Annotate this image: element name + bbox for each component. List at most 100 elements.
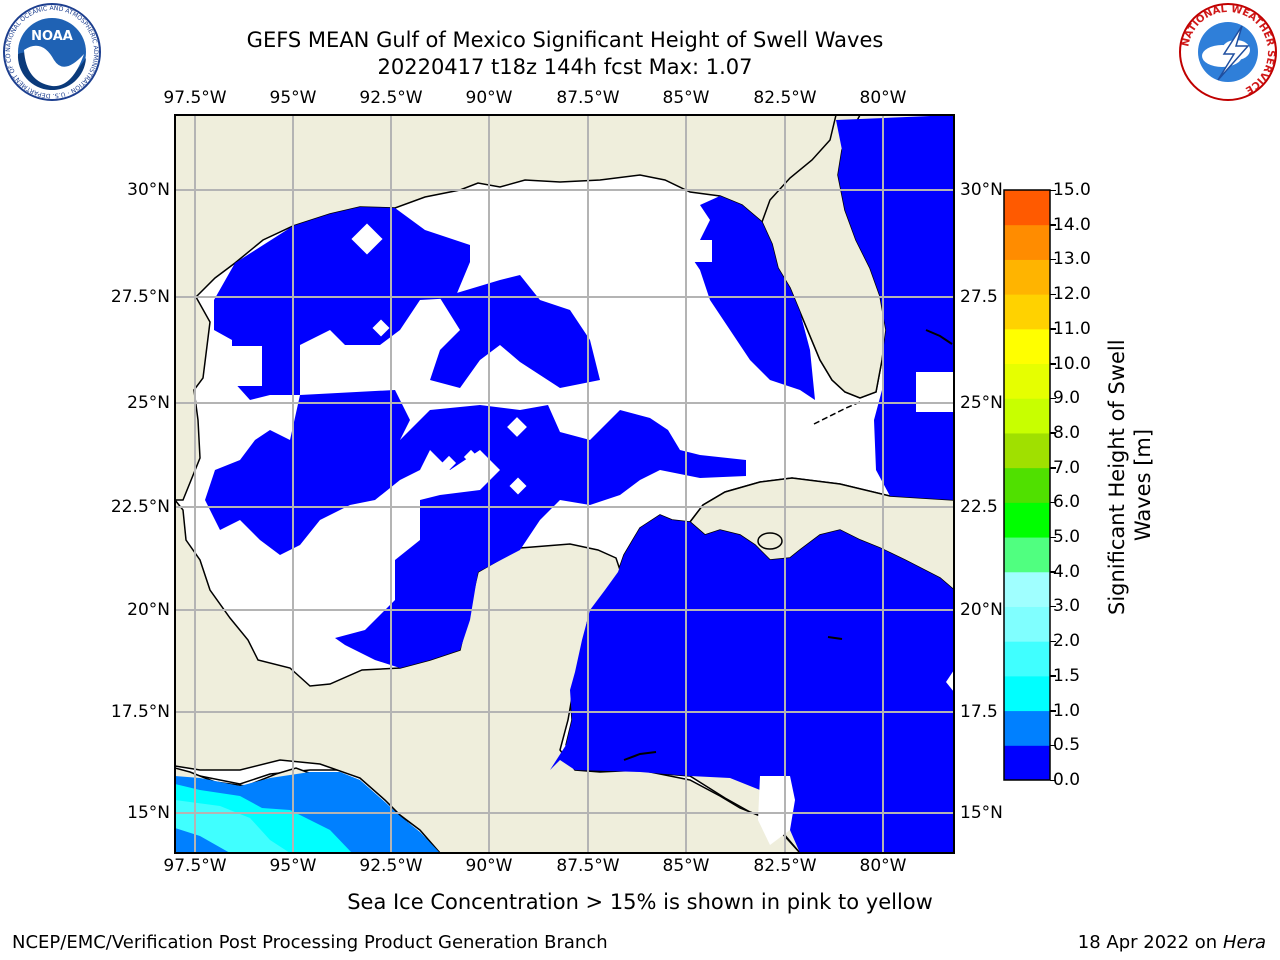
colorbar-tick-label: 14.0 — [1053, 214, 1091, 235]
colorbar-tick-mark — [1050, 293, 1056, 296]
colorbar-tick-label: 1.0 — [1053, 700, 1081, 721]
lat-label-left: 15°N — [127, 803, 170, 823]
colorbar-tick-mark — [1050, 779, 1056, 781]
colorbar-tick-mark — [1050, 605, 1056, 608]
lat-label-left: 17.5°N — [110, 702, 170, 722]
colorbar-segment — [1004, 432, 1050, 469]
swell-region-nw — [214, 207, 470, 400]
gap-2 — [372, 319, 390, 337]
colorbar-segment — [1004, 328, 1050, 365]
colorbar-tick-mark — [1050, 501, 1056, 504]
colorbar-tick-label: 5.0 — [1053, 527, 1081, 548]
lon-label-top: 90°W — [465, 88, 513, 108]
colorbar-tick-mark — [1050, 363, 1056, 365]
lat-label-right: 15°N — [960, 803, 1003, 823]
swell-region-central-north — [430, 275, 600, 388]
colorbar-tick-mark — [1050, 224, 1056, 226]
colorbar-tick-mark — [1050, 397, 1056, 400]
gap-9 — [690, 240, 712, 262]
colorbar-tick-label: 0.0 — [1053, 770, 1081, 790]
sea-ice-note-text: Sea Ice Concentration > 15% is shown in … — [347, 890, 933, 914]
island-bay-islands — [623, 751, 657, 761]
colorbar-tick-label: 12.0 — [1053, 284, 1091, 305]
footer-date-text: 18 Apr 2022 on — [1077, 932, 1223, 953]
colorbar-tick-mark — [1050, 744, 1056, 747]
colorbar-segment — [1004, 537, 1050, 573]
gap-5 — [441, 455, 457, 471]
colorbar-tick-label: 10.0 — [1053, 353, 1091, 374]
colorbar-tick-mark — [1050, 467, 1056, 469]
lon-label-top: 95°W — [269, 88, 317, 108]
lat-label-right: 30°N — [960, 180, 1003, 200]
colorbar-segment — [1004, 710, 1050, 746]
lon-label-bottom: 95°W — [269, 856, 317, 876]
lon-label-bottom: 85°W — [662, 856, 710, 876]
colorbar-tick-mark — [1050, 640, 1056, 643]
colorbar-tick-mark — [1050, 328, 1056, 330]
colorbar-segment — [1004, 224, 1050, 260]
colorbar-segment — [1004, 294, 1050, 330]
lon-label-top: 87.5°W — [556, 88, 620, 108]
colorbar-segment — [1004, 467, 1050, 503]
colorbar-title-line1: Significant Height of Swell — [1105, 339, 1129, 615]
lat-label-right: 20°N — [960, 600, 1003, 620]
gap-8 — [916, 372, 954, 412]
colorbar-tick-label: 11.0 — [1053, 318, 1091, 339]
colorbar-tick-mark — [1050, 432, 1056, 434]
swell-region-central — [205, 390, 746, 668]
swell-field-low — [205, 115, 954, 853]
lon-label-bottom: 80°W — [859, 856, 907, 876]
graticule — [175, 115, 954, 853]
lon-label-top: 82.5°W — [753, 88, 817, 108]
lat-label-left: 27.5°N — [110, 287, 170, 307]
sea-ice-note: Sea Ice Concentration > 15% is shown in … — [0, 890, 1280, 914]
colorbar-segment — [1004, 675, 1050, 712]
swell-region-caribbean — [550, 515, 954, 853]
colorbar-tick-label: 0.5 — [1053, 735, 1081, 756]
lon-label-bottom: 90°W — [465, 856, 513, 876]
noaa-logo: NATIONAL OCEANIC AND ATMOSPHERIC ADMINIS… — [2, 2, 101, 101]
colorbar-segment — [1004, 190, 1050, 226]
colorbar-segment — [1004, 606, 1050, 642]
colorbar-tick-label: 1.5 — [1053, 665, 1081, 686]
isla-de-la-juventud — [757, 532, 783, 550]
gap-6 — [463, 449, 479, 465]
lat-label-left: 20°N — [127, 600, 170, 620]
colorbar-tick-label: 3.0 — [1053, 596, 1081, 617]
lon-label-bottom: 87.5°W — [556, 856, 620, 876]
colorbar — [1003, 189, 1051, 781]
colorbar-segment — [1004, 398, 1050, 434]
colorbar-frame — [1003, 189, 1051, 781]
lon-label-top: 97.5°W — [163, 88, 227, 108]
colorbar-segment — [1004, 363, 1050, 399]
lon-label-top: 92.5°W — [359, 88, 423, 108]
colorbar-tick-label: 6.0 — [1053, 492, 1081, 513]
colorbar-tick-label: 15.0 — [1053, 180, 1091, 200]
lat-label-right: 17.5 — [960, 702, 998, 722]
gap-1 — [351, 223, 383, 255]
plot-subtitle: 20220417 t18z 144h fcst Max: 1.07 — [377, 55, 753, 79]
lat-label-left: 22.5°N — [110, 497, 170, 517]
lon-label-top: 85°W — [662, 88, 710, 108]
footer-date: 18 Apr 2022 on Hera — [1078, 932, 1266, 953]
colorbar-segment — [1004, 259, 1050, 295]
noaa-logo-text: NOAA — [31, 29, 73, 44]
gap-7 — [232, 346, 262, 386]
colorbar-tick-mark — [1050, 571, 1056, 573]
lat-label-right: 27.5 — [960, 287, 998, 307]
colorbar-tick-mark — [1050, 189, 1056, 191]
lon-label-top: 80°W — [859, 88, 907, 108]
colorbar-tick-label: 13.0 — [1053, 249, 1091, 270]
footer-machine: Hera — [1222, 932, 1266, 953]
map-frame — [174, 114, 955, 854]
colorbar-tick-label: 9.0 — [1053, 388, 1081, 409]
colorbar-tick-mark — [1050, 258, 1056, 261]
gap-11 — [946, 670, 954, 692]
colorbar-title: Significant Height of Swell Waves [m] — [1104, 339, 1156, 615]
colorbar-segment — [1004, 641, 1050, 677]
gap-4 — [509, 477, 527, 495]
colorbar-segment — [1004, 745, 1050, 781]
colorbar-tick-mark — [1050, 710, 1056, 712]
lat-label-left: 30°N — [127, 180, 170, 200]
